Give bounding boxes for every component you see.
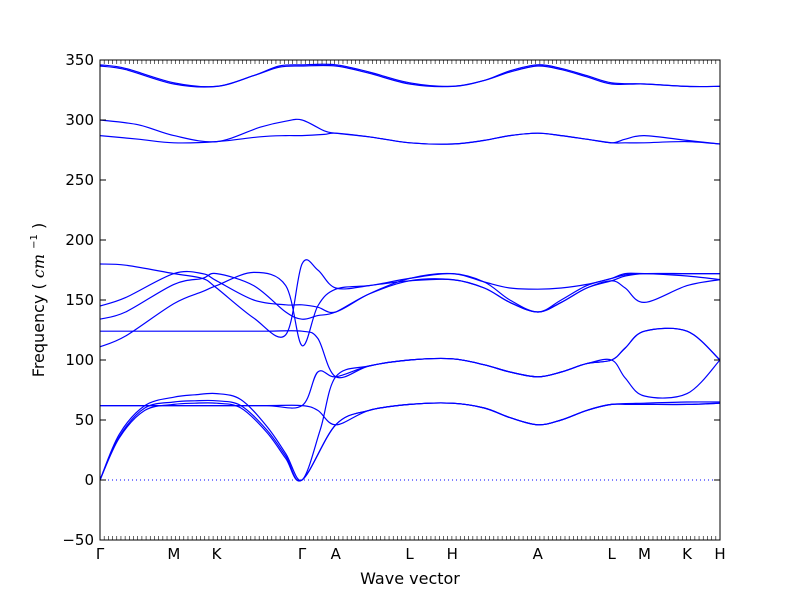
band-line (99, 118, 721, 145)
band-line (99, 271, 721, 348)
y-axis-label-exponent: −1 (29, 234, 40, 249)
x-tick-label: Γ (96, 545, 105, 563)
y-axis-label-text: Frequency ( (29, 283, 48, 377)
x-tick-label: M (638, 545, 651, 563)
x-tick-label: A (533, 545, 544, 563)
x-tick-label: A (331, 545, 342, 563)
y-tick-label: 50 (75, 411, 94, 429)
y-axis-label: Frequency ( cm −1 ) (22, 223, 48, 377)
band-line (99, 402, 721, 426)
y-axis-label-unit: cm (29, 254, 48, 278)
x-tick-label: H (714, 545, 725, 563)
y-axis-ticks: −50 0 50 100 150 200 250 300 350 (62, 51, 720, 549)
y-tick-label: 150 (65, 291, 94, 309)
y-tick-label: 350 (65, 51, 94, 69)
band-line (99, 259, 721, 338)
y-tick-label: 100 (65, 351, 94, 369)
y-tick-label: 200 (65, 231, 94, 249)
x-tick-label: L (607, 545, 616, 563)
y-tick-label: −50 (62, 531, 94, 549)
x-axis-label: Wave vector (360, 569, 460, 588)
y-tick-label: 300 (65, 111, 94, 129)
band-line (99, 402, 721, 482)
band-line (99, 63, 721, 88)
x-tick-label: K (212, 545, 223, 563)
band-line (100, 327, 721, 379)
band-line (99, 270, 721, 314)
y-tick-label: 0 (84, 471, 94, 489)
x-tick-label: Γ (298, 545, 307, 563)
x-tick-label: M (167, 545, 180, 563)
band-line (99, 357, 721, 481)
y-tick-label: 250 (65, 171, 94, 189)
band-line (99, 272, 721, 320)
band-line (99, 399, 721, 482)
plot-area-frame (99, 59, 721, 541)
band-line (99, 64, 721, 88)
x-tick-label: H (447, 545, 458, 563)
band-line (99, 327, 721, 409)
band-lines (99, 63, 721, 482)
y-axis-label-close: ) (29, 223, 48, 229)
x-tick-label: K (682, 545, 693, 563)
x-tick-label: L (405, 545, 414, 563)
